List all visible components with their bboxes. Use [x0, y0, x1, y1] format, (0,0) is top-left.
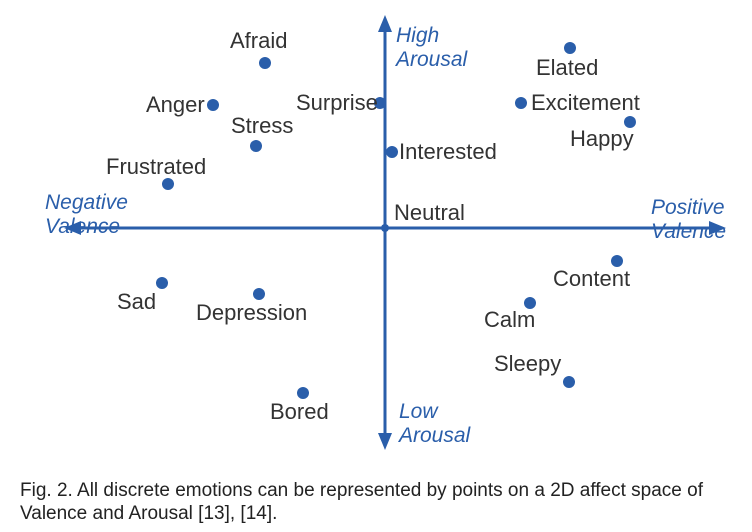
emotion-dot-stress: [250, 140, 262, 152]
axis-label-right: Positive Valence: [651, 196, 726, 244]
emotion-label-sleepy: Sleepy: [494, 351, 561, 377]
emotion-label-excitement: Excitement: [531, 90, 640, 116]
emotion-label-elated: Elated: [536, 55, 598, 81]
emotion-label-surprise: Surprise: [296, 90, 378, 116]
axis-label-bottom: Low Arousal: [399, 400, 470, 448]
emotion-label-anger: Anger: [146, 92, 205, 118]
axis-label-left: Negative Valence: [45, 191, 128, 239]
axis-label-top: High Arousal: [396, 24, 467, 72]
emotion-label-stress: Stress: [231, 113, 293, 139]
emotion-label-happy: Happy: [570, 126, 634, 152]
emotion-dot-interested: [386, 146, 398, 158]
emotion-dot-sleepy: [563, 376, 575, 388]
emotion-dot-excitement: [515, 97, 527, 109]
emotion-dot-afraid: [259, 57, 271, 69]
figure-canvas: High Arousal Low Arousal Negative Valenc…: [0, 0, 752, 532]
emotion-label-interested: Interested: [399, 139, 497, 165]
arrow-up-icon: [378, 15, 392, 32]
emotion-label-bored: Bored: [270, 399, 329, 425]
figure-caption: Fig. 2. All discrete emotions can be rep…: [20, 480, 732, 526]
emotion-label-content: Content: [553, 266, 630, 292]
emotion-label-calm: Calm: [484, 307, 535, 333]
emotion-dot-depression: [253, 288, 265, 300]
emotion-dot-bored: [297, 387, 309, 399]
emotion-dot-elated: [564, 42, 576, 54]
emotion-label-neutral: Neutral: [394, 200, 465, 226]
emotion-dot-sad: [156, 277, 168, 289]
axes-group: [64, 15, 726, 450]
emotion-label-sad: Sad: [117, 289, 156, 315]
arrow-down-icon: [378, 433, 392, 450]
emotion-label-depression: Depression: [196, 300, 307, 326]
emotion-label-frustrated: Frustrated: [106, 154, 206, 180]
origin-dot: [381, 224, 389, 232]
emotion-dot-anger: [207, 99, 219, 111]
emotion-label-afraid: Afraid: [230, 28, 287, 54]
